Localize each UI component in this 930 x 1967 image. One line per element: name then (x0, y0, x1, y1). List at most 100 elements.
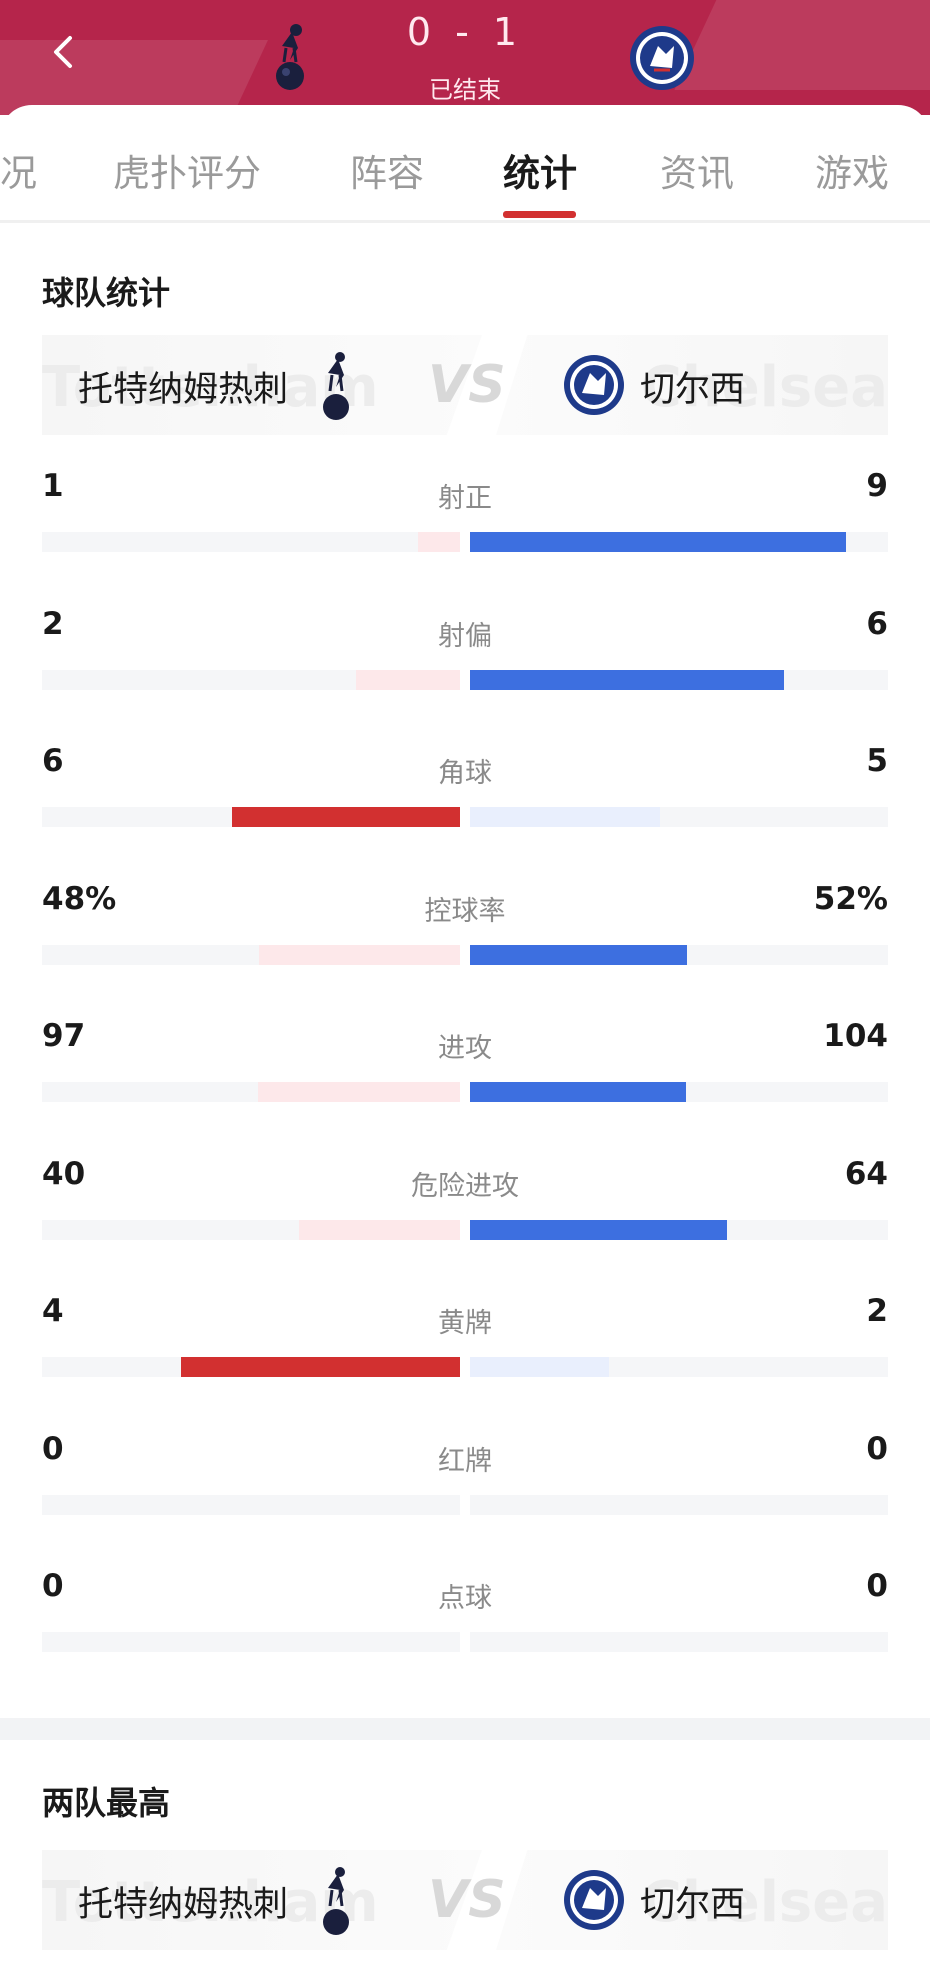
match-status: 已结束 (429, 76, 501, 104)
home-bar-track (42, 1632, 460, 1652)
tab-stats[interactable]: 统计 (503, 152, 577, 195)
away-stat-bar (470, 532, 847, 552)
away-stat-value: 64 (844, 1155, 888, 1192)
away-band-bg (496, 335, 888, 435)
stat-row: 0 红牌 0 (42, 1431, 888, 1527)
home-stat-value: 4 (42, 1293, 64, 1329)
away-bar-track (470, 1219, 888, 1240)
tab-games[interactable]: 游戏 (815, 152, 889, 195)
home-band-bg (42, 1850, 482, 1950)
away-stat-value: 9 (866, 468, 888, 504)
stat-row: 2 射偏 6 (42, 606, 888, 702)
tottenham-crest-icon (276, 24, 304, 90)
home-band-bg (42, 335, 482, 435)
away-stat-value: 52% (813, 880, 888, 917)
home-stat-value: 97 (42, 1018, 86, 1054)
team-versus-band: Tottenham Chelsea 托特纳姆热刺 VS 切尔西 (42, 335, 888, 435)
vs-label: VS (428, 1870, 506, 1930)
section-title-team-stats: 球队统计 (42, 274, 171, 312)
home-stat-bar (259, 944, 460, 965)
home-stat-value: 0 (42, 1568, 64, 1604)
away-stat-value: 5 (866, 743, 888, 779)
stat-label: 危险进攻 (411, 1170, 519, 1202)
away-stat-bar (470, 807, 660, 827)
away-bar-track (470, 669, 888, 690)
away-team-name: 切尔西 (640, 1885, 746, 1925)
stat-row: 0 点球 0 (42, 1568, 888, 1664)
stat-label: 进攻 (438, 1033, 492, 1064)
section-title-top-players: 两队最高 (42, 1784, 171, 1822)
home-bar-track (42, 1357, 460, 1377)
home-bar-track (42, 669, 460, 690)
tab-overview[interactable]: 况 (0, 152, 37, 195)
home-stat-value: 2 (42, 605, 64, 642)
back-button[interactable] (44, 32, 84, 72)
home-stat-value: 0 (42, 1430, 64, 1467)
home-bar-track (42, 1082, 460, 1102)
home-team-name: 托特纳姆热刺 (78, 370, 289, 410)
tab-news[interactable]: 资讯 (660, 152, 734, 195)
tab-bar: 况 虎扑评分 阵容 统计 资讯 游戏 (0, 105, 930, 223)
away-bar-track (470, 1494, 888, 1515)
away-bar-track (470, 1632, 888, 1652)
away-stat-bar (470, 1082, 687, 1102)
header-decoration (0, 40, 268, 115)
home-stat-bar (181, 1357, 460, 1377)
home-stat-bar (232, 807, 460, 827)
away-ghost-text: Chelsea (640, 355, 888, 420)
tab-lineup[interactable]: 阵容 (350, 152, 424, 195)
away-stat-bar (470, 1219, 728, 1240)
away-bar-track (470, 532, 888, 552)
home-team-name: 托特纳姆热刺 (78, 1885, 289, 1925)
away-bar-track (470, 807, 888, 827)
home-stat-value: 1 (42, 468, 64, 504)
vs-label: VS (428, 355, 506, 415)
stat-label: 射正 (438, 483, 492, 514)
stat-label: 射偏 (438, 620, 492, 652)
match-header: 0 - 1 已结束 (0, 0, 930, 115)
tab-divider (0, 220, 930, 223)
home-stat-bar (299, 1219, 460, 1240)
home-bar-track (42, 1219, 460, 1240)
stat-label: 红牌 (438, 1445, 492, 1477)
chelsea-crest-icon (564, 355, 624, 415)
tab-rating[interactable]: 虎扑评分 (113, 152, 261, 195)
home-stat-value: 48% (42, 880, 117, 917)
away-team-name: 切尔西 (640, 370, 746, 410)
stat-label: 点球 (438, 1583, 492, 1614)
top-players-versus-band: Tottenham Chelsea 托特纳姆热刺 VS 切尔西 (42, 1850, 888, 1950)
stat-row: 40 危险进攻 64 (42, 1156, 888, 1252)
stat-row: 48% 控球率 52% (42, 881, 888, 977)
away-stat-bar (470, 1357, 610, 1377)
home-ghost-text: Tottenham (42, 1870, 379, 1935)
tottenham-crest-icon (323, 1867, 349, 1935)
home-stat-bar (258, 1082, 460, 1102)
home-bar-track (42, 807, 460, 827)
stat-row: 6 角球 5 (42, 743, 888, 839)
away-stat-bar (470, 944, 688, 965)
header-decoration (674, 0, 930, 90)
home-bar-track (42, 532, 460, 552)
home-bar-track (42, 1494, 460, 1515)
away-stat-bar (470, 669, 784, 690)
away-stat-value: 104 (823, 1018, 888, 1054)
home-stat-bar (418, 532, 460, 552)
stat-row: 1 射正 9 (42, 468, 888, 564)
away-bar-track (470, 944, 888, 965)
stat-row: 4 黄牌 2 (42, 1293, 888, 1389)
home-ghost-text: Tottenham (42, 355, 379, 420)
away-ghost-text: Chelsea (640, 1870, 888, 1935)
stat-label: 黄牌 (438, 1308, 492, 1339)
away-band-bg (496, 1850, 888, 1950)
tottenham-crest-icon (323, 352, 349, 420)
away-stat-value: 0 (866, 1568, 888, 1604)
match-score: 0 - 1 (406, 10, 524, 54)
away-stat-value: 6 (866, 605, 888, 642)
stat-label: 控球率 (424, 895, 506, 927)
stat-row: 97 进攻 104 (42, 1018, 888, 1114)
home-stat-value: 40 (42, 1155, 86, 1192)
away-stat-value: 0 (866, 1430, 888, 1467)
chelsea-crest-icon (564, 1870, 624, 1930)
section-separator (0, 1718, 930, 1740)
home-stat-bar (355, 669, 460, 690)
